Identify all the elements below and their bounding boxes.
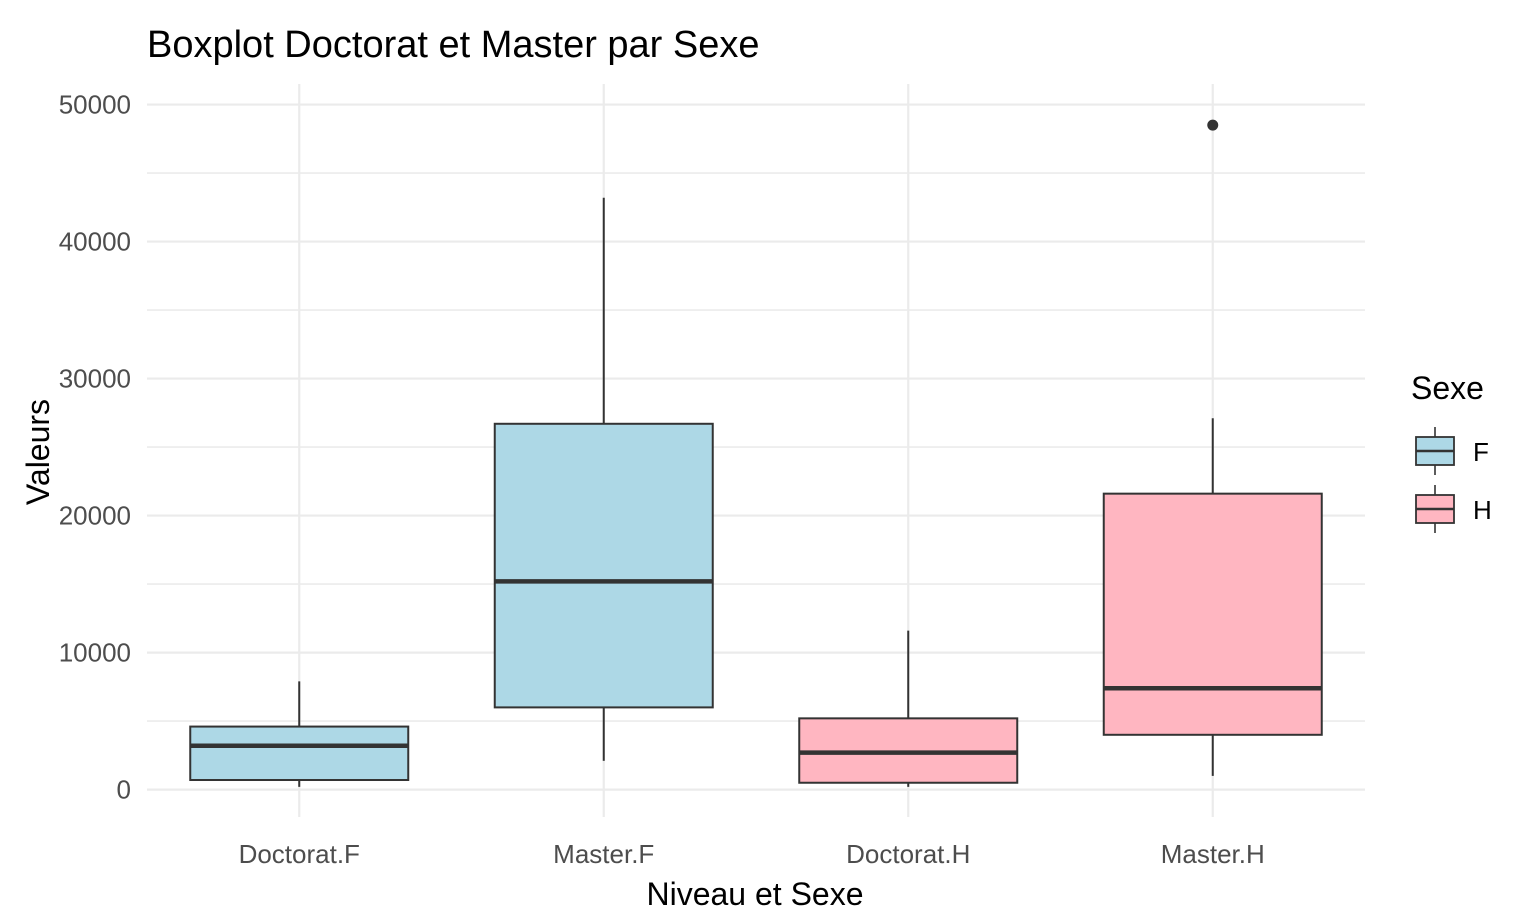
x-axis-title: Niveau et Sexe bbox=[646, 876, 863, 912]
legend-item-f: F bbox=[1415, 427, 1489, 475]
y-tick-label: 40000 bbox=[59, 227, 131, 257]
outlier-point bbox=[1207, 119, 1219, 131]
legend-title: Sexe bbox=[1411, 370, 1484, 406]
x-tick-labels: Doctorat.F Master.F Doctorat.H Master.H bbox=[239, 839, 1265, 869]
legend-label: H bbox=[1473, 495, 1492, 525]
legend: Sexe FH bbox=[1411, 370, 1492, 533]
boxes-layer bbox=[189, 119, 1323, 787]
chart-title: Boxplot Doctorat et Master par Sexe bbox=[147, 24, 760, 66]
box-master-f bbox=[493, 197, 714, 761]
y-axis-title: Valeurs bbox=[20, 399, 56, 505]
x-tick-label: Doctorat.F bbox=[239, 839, 360, 869]
y-tick-label: 30000 bbox=[59, 364, 131, 394]
x-tick-label: Master.F bbox=[553, 839, 654, 869]
box-master-h bbox=[1102, 119, 1323, 776]
iqr-box bbox=[493, 422, 714, 709]
y-tick-label: 50000 bbox=[59, 90, 131, 120]
y-tick-label: 20000 bbox=[59, 501, 131, 531]
legend-label: F bbox=[1473, 437, 1489, 467]
y-tick-label: 10000 bbox=[59, 638, 131, 668]
legend-item-h: H bbox=[1415, 485, 1492, 533]
x-tick-label: Doctorat.H bbox=[846, 839, 970, 869]
iqr-box bbox=[189, 725, 410, 782]
x-tick-label: Master.H bbox=[1161, 839, 1265, 869]
y-tick-labels: 0 10000 20000 30000 40000 50000 bbox=[59, 90, 131, 805]
legend-items: FH bbox=[1415, 427, 1492, 533]
iqr-box bbox=[1102, 492, 1323, 736]
y-tick-label: 0 bbox=[117, 775, 131, 805]
box-doctorat-h bbox=[798, 630, 1019, 787]
box-doctorat-f bbox=[189, 681, 410, 787]
